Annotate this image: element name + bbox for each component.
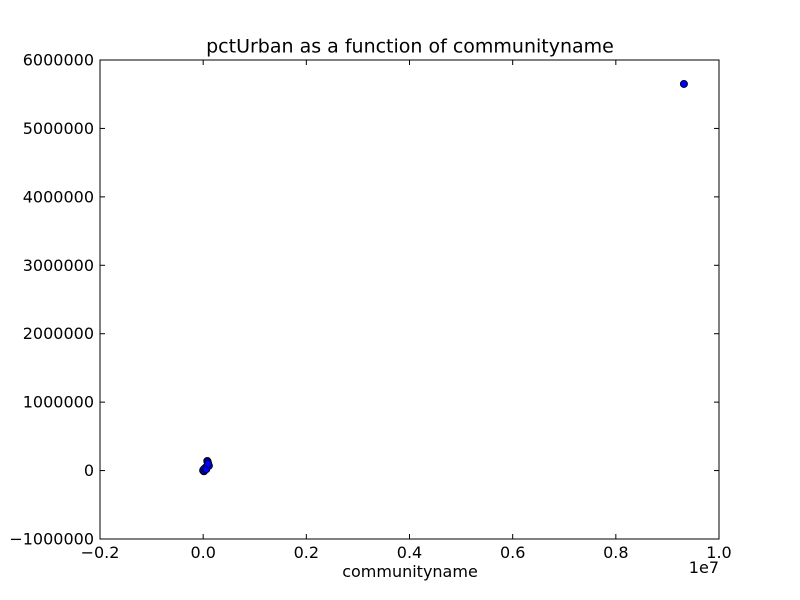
x-axis-offset-label: 1e7 — [689, 558, 719, 577]
y-tick-label: −1000000 — [9, 530, 94, 549]
x-axis-label: communityname — [342, 562, 478, 581]
y-tick-label: 4000000 — [23, 187, 94, 206]
scatter-point — [204, 459, 213, 468]
y-tick-label: 3000000 — [23, 256, 94, 275]
x-tick-label: −0.2 — [81, 543, 120, 562]
x-tick-label: 0.4 — [397, 543, 422, 562]
x-tick-label: 0.2 — [294, 543, 319, 562]
y-tick-labels: −1000000 0 1000000 2000000 3000000 4000000 500… — [9, 51, 94, 549]
y-tick-label: 2000000 — [23, 324, 94, 343]
scatter-point — [679, 79, 688, 88]
x-tick-label: 0.0 — [190, 543, 215, 562]
axis-ticks — [99, 59, 720, 540]
x-tick-label: 1.0 — [706, 543, 731, 562]
chart-title: pctUrban as a function of communityname — [206, 36, 614, 58]
y-tick-label: 5000000 — [23, 119, 94, 138]
x-tick-labels: −0.2 0.0 0.2 0.4 0.6 0.8 1.0 — [81, 543, 732, 562]
x-tick-label: 0.6 — [500, 543, 525, 562]
x-tick-label: 0.8 — [603, 543, 628, 562]
data-points — [199, 79, 688, 476]
plot-area — [99, 59, 720, 540]
y-tick-label: 0 — [84, 461, 94, 480]
y-tick-label: 1000000 — [23, 393, 94, 412]
y-tick-label: 6000000 — [23, 51, 94, 70]
